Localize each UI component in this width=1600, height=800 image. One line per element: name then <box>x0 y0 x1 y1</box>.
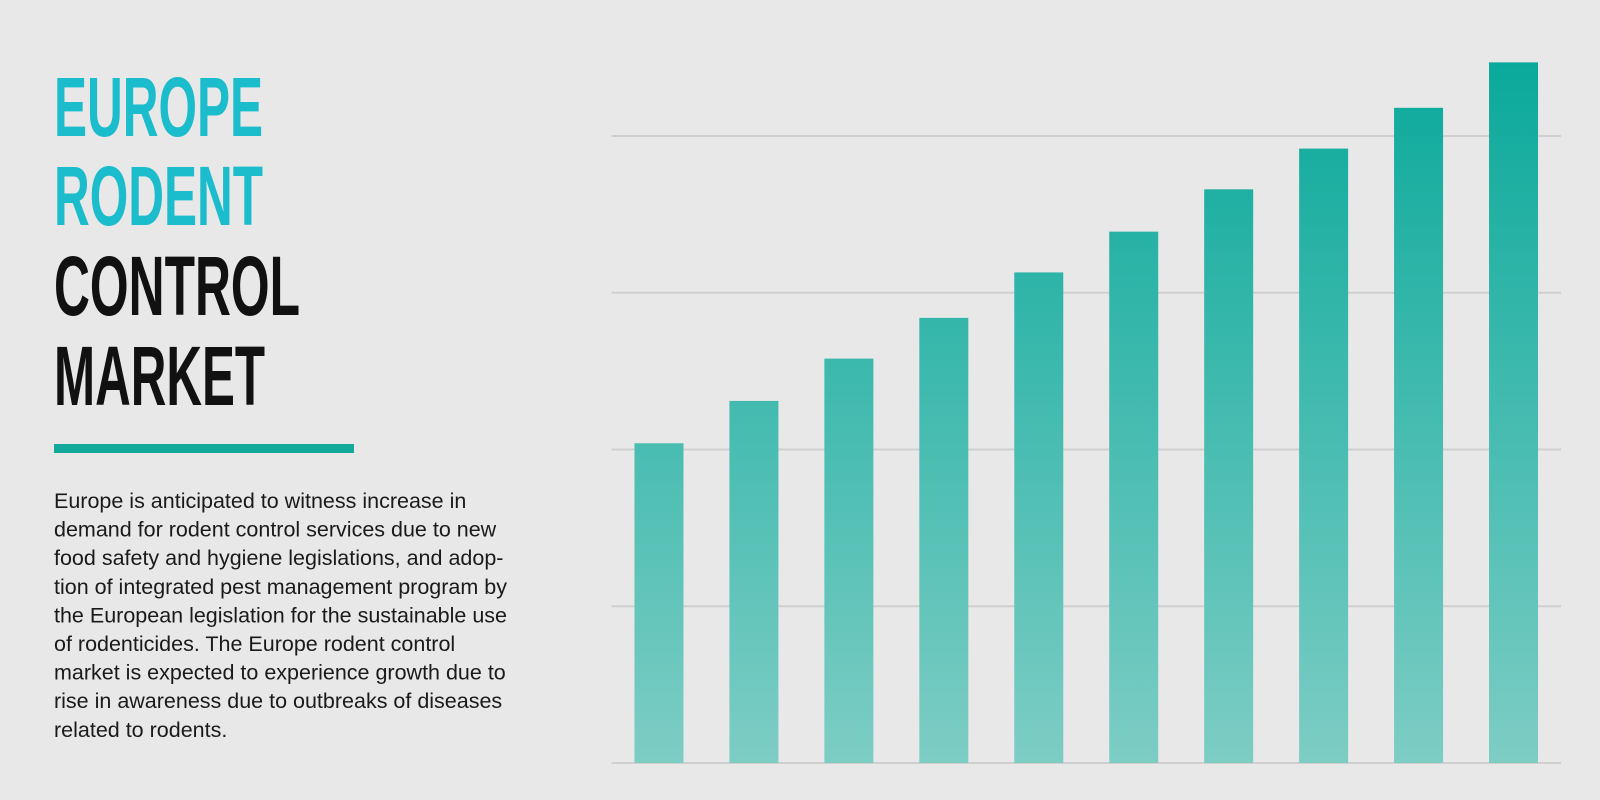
bar <box>1204 189 1254 763</box>
bar <box>824 358 874 763</box>
title-line: MARKET <box>54 329 265 423</box>
description-line: food safety and hygiene legislations, an… <box>54 546 503 570</box>
title-line: RODENT <box>54 149 263 243</box>
description-line: related to rodents. <box>54 718 227 742</box>
description-line: demand for rodent control services due t… <box>54 518 497 542</box>
description-line: market is expected to experience growth … <box>54 661 506 685</box>
bar <box>1489 62 1539 763</box>
description-line: of rodenticides. The Europe rodent contr… <box>54 632 455 656</box>
bar <box>1109 231 1159 763</box>
bar <box>919 317 969 763</box>
description-line: the European legislation for the sustain… <box>54 603 507 627</box>
description-line: rise in awareness due to outbreaks of di… <box>54 689 502 713</box>
divider <box>54 444 354 453</box>
bar <box>1394 107 1444 763</box>
description-line: tion of integrated pest management progr… <box>54 575 507 599</box>
bar <box>1299 148 1349 763</box>
title-line: CONTROL <box>54 239 300 333</box>
bar <box>1014 272 1064 763</box>
bars <box>634 62 1539 763</box>
description-line: Europe is anticipated to witness increas… <box>54 489 466 513</box>
bar <box>634 443 684 763</box>
bar <box>729 400 779 763</box>
title-line: EUROPE <box>54 60 263 154</box>
